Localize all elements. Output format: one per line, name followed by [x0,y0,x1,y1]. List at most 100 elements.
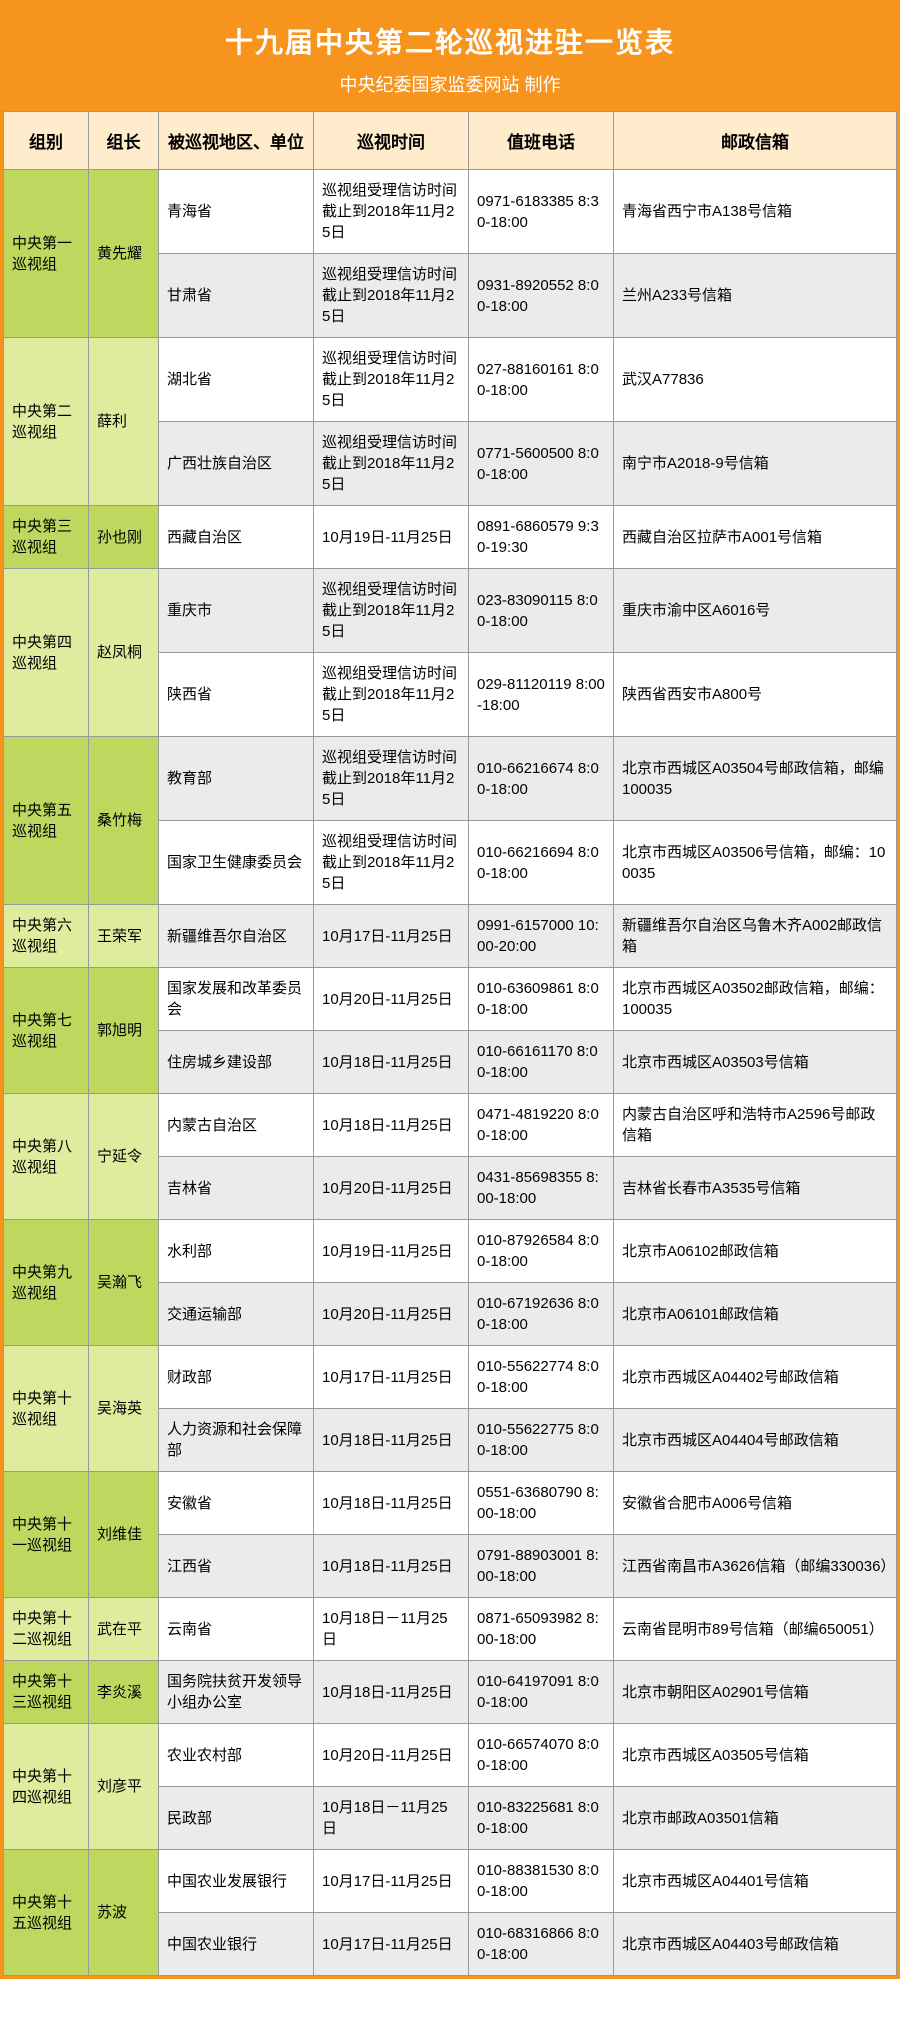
group-cell: 中央第十一巡视组 [4,1472,89,1598]
mail-cell: 云南省昆明市89号信箱（邮编650051） [614,1598,897,1661]
mail-cell: 北京市朝阳区A02901号信箱 [614,1661,897,1724]
table-row: 中央第五巡视组桑竹梅教育部巡视组受理信访时间截止到2018年11月25日010-… [4,737,897,821]
page-title: 十九届中央第二轮巡视进驻一览表 [3,21,897,61]
time-cell: 10月20日-11月25日 [314,1724,469,1787]
region-cell: 内蒙古自治区 [159,1094,314,1157]
group-cell: 中央第五巡视组 [4,737,89,905]
mail-cell: 重庆市渝中区A6016号 [614,569,897,653]
mail-cell: 北京市西城区A03504号邮政信箱，邮编100035 [614,737,897,821]
phone-cell: 0991-6157000 10:00-20:00 [469,905,614,968]
table-row: 中央第十二巡视组武在平云南省10月18日－11月25日0871-65093982… [4,1598,897,1661]
leader-cell: 刘维佳 [89,1472,159,1598]
mail-cell: 北京市西城区A04401号信箱 [614,1850,897,1913]
time-cell: 10月20日-11月25日 [314,968,469,1031]
mail-cell: 北京市西城区A03506号信箱，邮编：100035 [614,821,897,905]
mail-cell: 西藏自治区拉萨市A001号信箱 [614,506,897,569]
time-cell: 10月19日-11月25日 [314,1220,469,1283]
table-row: 中央第九巡视组吴瀚飞水利部10月19日-11月25日010-87926584 8… [4,1220,897,1283]
time-cell: 巡视组受理信访时间截止到2018年11月25日 [314,653,469,737]
leader-cell: 赵凤桐 [89,569,159,737]
mail-cell: 陕西省西安市A800号 [614,653,897,737]
group-cell: 中央第四巡视组 [4,569,89,737]
region-cell: 湖北省 [159,338,314,422]
region-cell: 中国农业发展银行 [159,1850,314,1913]
region-cell: 广西壮族自治区 [159,422,314,506]
leader-cell: 宁延令 [89,1094,159,1220]
table-row: 中央第十四巡视组刘彦平农业农村部10月20日-11月25日010-6657407… [4,1724,897,1787]
phone-cell: 010-66161170 8:00-18:00 [469,1031,614,1094]
leader-cell: 李炎溪 [89,1661,159,1724]
phone-cell: 010-66216674 8:00-18:00 [469,737,614,821]
mail-cell: 青海省西宁市A138号信箱 [614,170,897,254]
time-cell: 10月18日-11月25日 [314,1094,469,1157]
mail-cell: 北京市西城区A04402号邮政信箱 [614,1346,897,1409]
group-cell: 中央第十五巡视组 [4,1850,89,1976]
leader-cell: 黄先耀 [89,170,159,338]
table-row: 中央第八巡视组宁延令内蒙古自治区10月18日-11月25日0471-481922… [4,1094,897,1157]
group-cell: 中央第十二巡视组 [4,1598,89,1661]
leader-cell: 吴瀚飞 [89,1220,159,1346]
phone-cell: 0471-4819220 8:00-18:00 [469,1094,614,1157]
mail-cell: 北京市邮政A03501信箱 [614,1787,897,1850]
col-leader: 组长 [89,112,159,170]
phone-cell: 0771-5600500 8:00-18:00 [469,422,614,506]
table-row: 中央第十五巡视组苏波中国农业发展银行10月17日-11月25日010-88381… [4,1850,897,1913]
mail-cell: 北京市西城区A04403号邮政信箱 [614,1913,897,1976]
region-cell: 吉林省 [159,1157,314,1220]
table-wrapper: 十九届中央第二轮巡视进驻一览表 中央纪委国家监委网站 制作 组别 组长 被巡视地… [0,0,900,1979]
time-cell: 10月18日-11月25日 [314,1031,469,1094]
region-cell: 重庆市 [159,569,314,653]
region-cell: 西藏自治区 [159,506,314,569]
header: 十九届中央第二轮巡视进驻一览表 中央纪委国家监委网站 制作 [3,3,897,111]
col-phone: 值班电话 [469,112,614,170]
phone-cell: 010-87926584 8:00-18:00 [469,1220,614,1283]
phone-cell: 010-88381530 8:00-18:00 [469,1850,614,1913]
table-row: 中央第十巡视组吴海英财政部10月17日-11月25日010-55622774 8… [4,1346,897,1409]
mail-cell: 北京市西城区A03503号信箱 [614,1031,897,1094]
phone-cell: 0931-8920552 8:00-18:00 [469,254,614,338]
time-cell: 10月18日-11月25日 [314,1409,469,1472]
time-cell: 10月17日-11月25日 [314,1346,469,1409]
time-cell: 10月18日－11月25日 [314,1598,469,1661]
phone-cell: 010-67192636 8:00-18:00 [469,1283,614,1346]
table-row: 中央第七巡视组郭旭明国家发展和改革委员会10月20日-11月25日010-636… [4,968,897,1031]
phone-cell: 010-66574070 8:00-18:00 [469,1724,614,1787]
leader-cell: 薛利 [89,338,159,506]
time-cell: 巡视组受理信访时间截止到2018年11月25日 [314,422,469,506]
phone-cell: 023-83090115 8:00-18:00 [469,569,614,653]
mail-cell: 北京市西城区A03505号信箱 [614,1724,897,1787]
mail-cell: 武汉A77836 [614,338,897,422]
col-group: 组别 [4,112,89,170]
phone-cell: 010-66216694 8:00-18:00 [469,821,614,905]
mail-cell: 江西省南昌市A3626信箱（邮编330036） [614,1535,897,1598]
mail-cell: 内蒙古自治区呼和浩特市A2596号邮政信箱 [614,1094,897,1157]
col-region: 被巡视地区、单位 [159,112,314,170]
table-row: 中央第三巡视组孙也刚西藏自治区10月19日-11月25日0891-6860579… [4,506,897,569]
leader-cell: 苏波 [89,1850,159,1976]
region-cell: 交通运输部 [159,1283,314,1346]
phone-cell: 010-64197091 8:00-18:00 [469,1661,614,1724]
region-cell: 青海省 [159,170,314,254]
time-cell: 10月18日-11月25日 [314,1472,469,1535]
time-cell: 10月18日-11月25日 [314,1661,469,1724]
leader-cell: 王荣军 [89,905,159,968]
leader-cell: 郭旭明 [89,968,159,1094]
region-cell: 甘肃省 [159,254,314,338]
table-row: 中央第六巡视组王荣军新疆维吾尔自治区10月17日-11月25日0991-6157… [4,905,897,968]
region-cell: 江西省 [159,1535,314,1598]
region-cell: 新疆维吾尔自治区 [159,905,314,968]
col-mail: 邮政信箱 [614,112,897,170]
group-cell: 中央第三巡视组 [4,506,89,569]
phone-cell: 0791-88903001 8:00-18:00 [469,1535,614,1598]
mail-cell: 南宁市A2018-9号信箱 [614,422,897,506]
time-cell: 巡视组受理信访时间截止到2018年11月25日 [314,737,469,821]
group-cell: 中央第七巡视组 [4,968,89,1094]
header-row: 组别 组长 被巡视地区、单位 巡视时间 值班电话 邮政信箱 [4,112,897,170]
time-cell: 10月19日-11月25日 [314,506,469,569]
region-cell: 水利部 [159,1220,314,1283]
phone-cell: 0971-6183385 8:30-18:00 [469,170,614,254]
phone-cell: 010-55622775 8:00-18:00 [469,1409,614,1472]
phone-cell: 010-63609861 8:00-18:00 [469,968,614,1031]
group-cell: 中央第十巡视组 [4,1346,89,1472]
time-cell: 巡视组受理信访时间截止到2018年11月25日 [314,569,469,653]
